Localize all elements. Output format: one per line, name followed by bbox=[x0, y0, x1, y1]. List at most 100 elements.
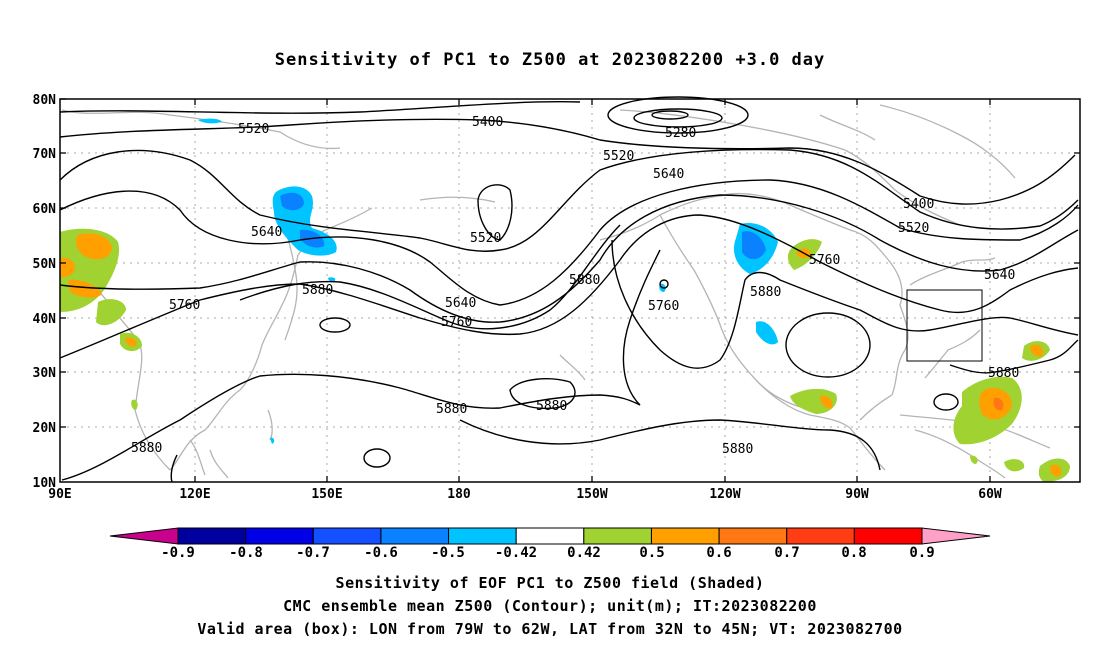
colorbar-label: 0.9 bbox=[909, 545, 934, 561]
colorbar-label: 0.7 bbox=[774, 545, 799, 561]
valid-area-box bbox=[906, 289, 983, 362]
contour-label: 5760 bbox=[441, 315, 472, 330]
negative-sensitivity-area bbox=[742, 231, 766, 260]
colorbar-segment bbox=[718, 527, 788, 545]
colorbar-segment bbox=[177, 527, 247, 545]
closed-contours bbox=[319, 96, 959, 468]
lon-tick-label: 60W bbox=[978, 487, 1002, 502]
colorbar-segment bbox=[448, 527, 517, 545]
negative-sensitivity-area bbox=[756, 321, 778, 345]
colorbar-segment bbox=[786, 527, 855, 545]
contour-label: 5520 bbox=[603, 149, 634, 164]
positive-sensitivity-area bbox=[790, 388, 837, 414]
colorbar-label: 0.6 bbox=[706, 545, 731, 561]
colorbar-segment bbox=[853, 527, 923, 545]
positive-sensitivity-area bbox=[970, 455, 978, 464]
colorbar-label: -0.9 bbox=[161, 545, 195, 561]
positive-sensitivity-area bbox=[76, 233, 112, 260]
sensitivity-shading bbox=[60, 118, 1070, 482]
contour-label: 5400 bbox=[903, 197, 934, 212]
contour-label: 5520 bbox=[238, 122, 269, 137]
positive-sensitivity-area bbox=[96, 299, 126, 326]
lat-tick-label: 40N bbox=[33, 312, 57, 327]
colorbar-labels: -0.9 -0.8 -0.7 -0.6 -0.5 -0.42 0.42 0.5 … bbox=[161, 545, 935, 561]
negative-sensitivity-area bbox=[198, 118, 222, 124]
caption-contour: CMC ensemble mean Z500 (Contour); unit(m… bbox=[283, 597, 817, 615]
positive-sensitivity-area bbox=[993, 397, 1004, 411]
contour-label: 5760 bbox=[169, 298, 200, 313]
contour-label: 5880 bbox=[302, 283, 333, 298]
colorbar-label: -0.42 bbox=[495, 545, 537, 561]
contour-label: 5880 bbox=[536, 399, 567, 414]
colorbar-segment bbox=[650, 527, 720, 545]
lat-tick-label: 50N bbox=[33, 257, 57, 272]
contour-label: 5640 bbox=[445, 296, 476, 311]
caption-shaded: Sensitivity of EOF PC1 to Z500 field (Sh… bbox=[335, 574, 765, 592]
contour-label: 5520 bbox=[470, 231, 501, 246]
colorbar-label: -0.8 bbox=[229, 545, 263, 561]
contour-label: 5880 bbox=[988, 366, 1019, 381]
contour-label: 5400 bbox=[472, 115, 503, 130]
caption-valid-area: Valid area (box): LON from 79W to 62W, L… bbox=[197, 620, 903, 638]
coastlines bbox=[61, 104, 1051, 479]
colorbar-arrow-high bbox=[921, 527, 991, 545]
colorbar-label: 0.42 bbox=[567, 545, 601, 561]
colorbar-label: 0.5 bbox=[639, 545, 664, 561]
map-title: Sensitivity of PC1 to Z500 at 2023082200… bbox=[274, 50, 826, 70]
z500-contours bbox=[59, 101, 1079, 483]
colorbar-segment bbox=[515, 527, 585, 545]
colorbar-segment bbox=[245, 527, 314, 545]
contour-label: 5640 bbox=[984, 268, 1015, 283]
lat-tick-label: 60N bbox=[33, 202, 57, 217]
contour-labels: 5520 5400 5280 5520 5640 5400 5520 5640 … bbox=[131, 115, 1019, 457]
contour-label: 5880 bbox=[131, 441, 162, 456]
negative-sensitivity-area bbox=[328, 277, 336, 282]
contour-label: 5880 bbox=[436, 402, 467, 417]
positive-sensitivity-area bbox=[131, 399, 138, 410]
latitude-labels: 80N 70N 60N 50N 40N 30N 20N 10N bbox=[33, 93, 57, 491]
colorbar-segment bbox=[380, 527, 450, 545]
positive-sensitivity-area bbox=[125, 337, 137, 347]
positive-sensitivity-area bbox=[1004, 459, 1025, 472]
contour-label: 5760 bbox=[809, 253, 840, 268]
lon-tick-label: 120E bbox=[179, 487, 210, 502]
contour-label: 5880 bbox=[750, 285, 781, 300]
grid-lines bbox=[60, 99, 1080, 482]
contour-label: 5280 bbox=[665, 126, 696, 141]
longitude-labels: 90E 120E 150E 180 150W 120W 90W 60W bbox=[48, 487, 1002, 502]
colorbar-label: 0.8 bbox=[841, 545, 866, 561]
colorbar-label: -0.7 bbox=[296, 545, 330, 561]
lat-tick-label: 70N bbox=[33, 147, 57, 162]
positive-sensitivity-area bbox=[68, 279, 102, 298]
contour-label: 5520 bbox=[898, 221, 929, 236]
positive-sensitivity-area bbox=[1030, 344, 1044, 357]
colorbar bbox=[109, 527, 991, 545]
negative-sensitivity-area bbox=[270, 437, 275, 444]
axis-tick-marks bbox=[60, 98, 1080, 482]
contour-label: 5760 bbox=[648, 299, 679, 314]
lon-tick-label: 120W bbox=[709, 487, 740, 502]
lon-tick-label: 150W bbox=[576, 487, 607, 502]
lat-tick-label: 10N bbox=[33, 476, 57, 491]
colorbar-arrow-low bbox=[109, 527, 179, 545]
colorbar-segment bbox=[583, 527, 652, 545]
contour-label: 5880 bbox=[569, 273, 600, 288]
positive-sensitivity-area bbox=[820, 395, 833, 409]
positive-sensitivity-area bbox=[1050, 464, 1062, 477]
lon-tick-label: 90W bbox=[845, 487, 869, 502]
lat-tick-label: 20N bbox=[33, 421, 57, 436]
negative-sensitivity-area bbox=[280, 192, 304, 211]
colorbar-segment bbox=[312, 527, 382, 545]
colorbar-label: -0.6 bbox=[364, 545, 398, 561]
map-frame bbox=[59, 98, 1081, 483]
contour-label: 5640 bbox=[251, 225, 282, 240]
lon-tick-label: 150E bbox=[311, 487, 342, 502]
lat-tick-label: 80N bbox=[33, 93, 57, 108]
colorbar-label: -0.5 bbox=[431, 545, 465, 561]
contour-label: 5880 bbox=[722, 442, 753, 457]
contour-label: 5640 bbox=[653, 167, 684, 182]
lon-tick-label: 90E bbox=[48, 487, 71, 502]
lon-tick-label: 180 bbox=[447, 487, 471, 502]
lat-tick-label: 30N bbox=[33, 366, 57, 381]
